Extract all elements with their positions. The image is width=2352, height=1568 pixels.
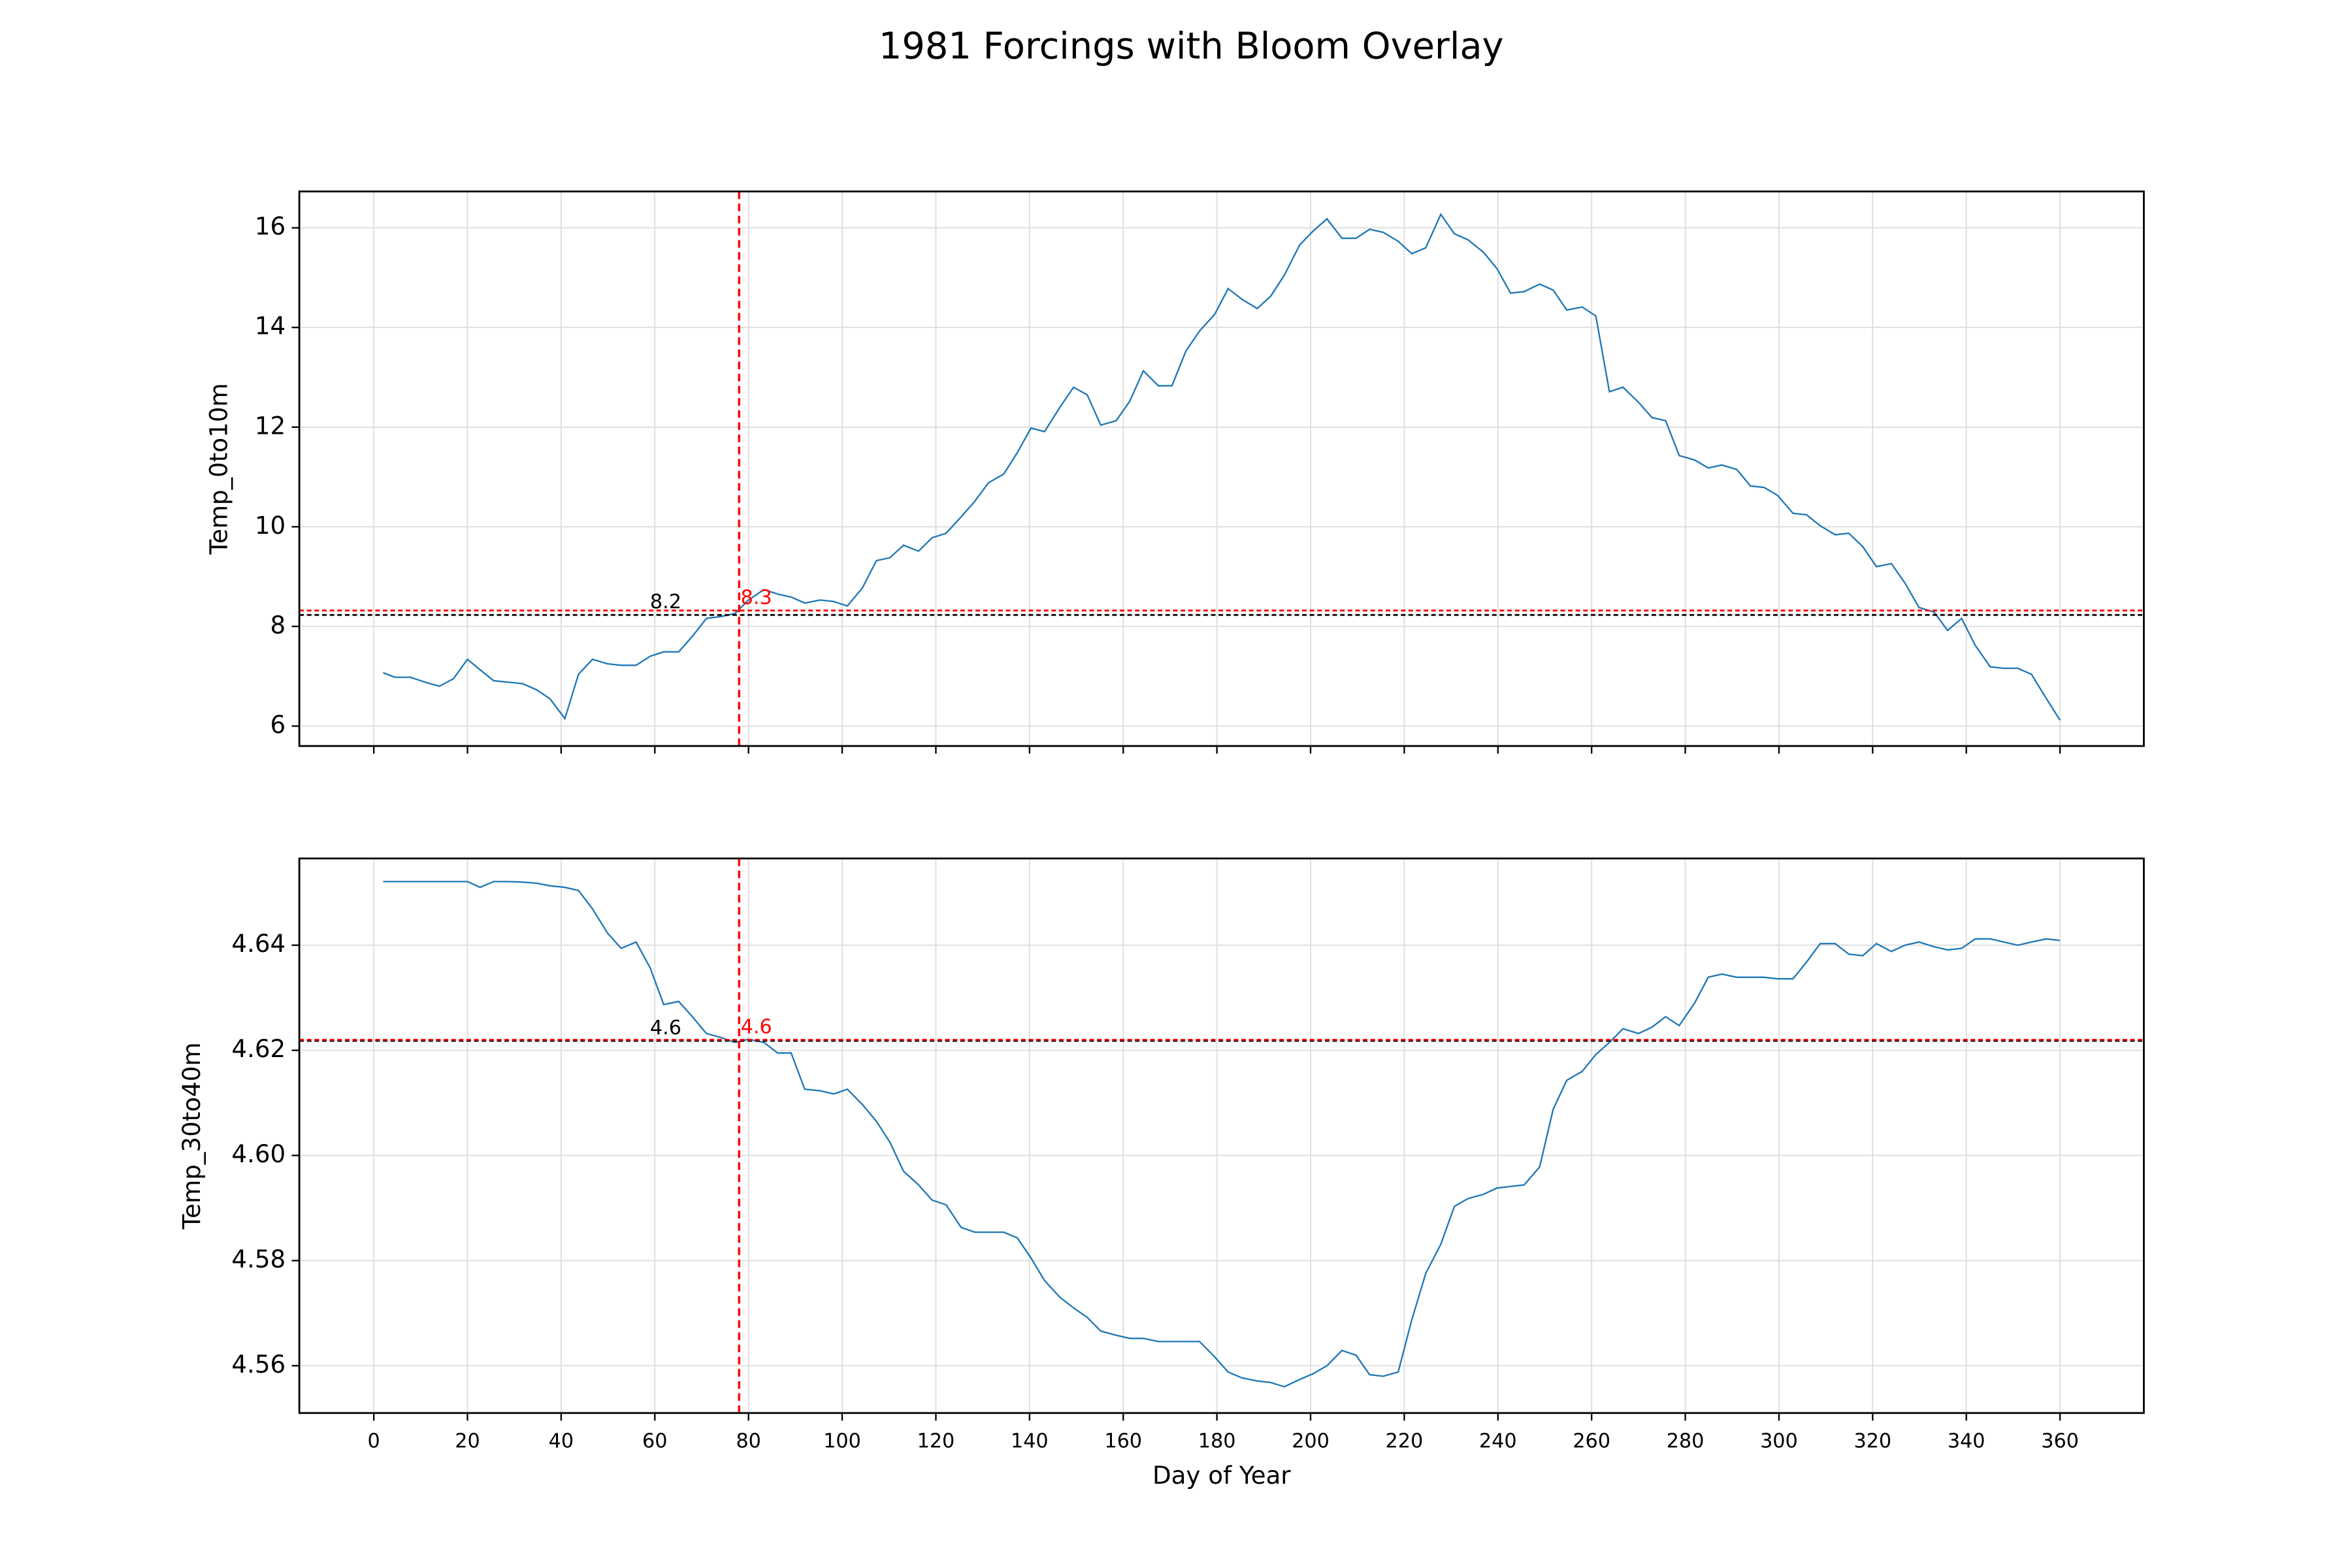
threshold-label: 4.6 [650,1017,681,1039]
y-tick-label: 4.62 [231,1034,286,1063]
data-line [383,881,2061,1388]
y-tick-label: 4.56 [231,1350,286,1379]
x-tick-label: 240 [1479,1429,1517,1452]
x-tick-label: 180 [1198,1429,1236,1452]
x-tick-label: 120 [917,1429,955,1452]
x-tick-label: 160 [1104,1429,1142,1452]
y-tick-label: 4.58 [231,1245,286,1273]
y-tick-label: 14 [255,312,286,340]
y-tick-label: 16 [255,212,286,240]
y-tick-label: 12 [255,411,286,440]
plot-frame [298,857,2145,1414]
x-tick-label: 360 [2041,1429,2079,1452]
threshold-label: 8.3 [741,586,772,609]
figure-title: 1981 Forcings with Bloom Overlay [879,25,1504,68]
y-tick-label: 6 [270,710,286,739]
threshold-label: 4.6 [741,1015,772,1038]
data-line [383,212,2061,721]
y-tick-label: 8 [270,610,286,639]
x-tick-label: 320 [1854,1429,1891,1452]
x-tick-label: 340 [1948,1429,1985,1452]
y-tick-label: 4.64 [231,929,286,958]
x-tick-label: 40 [549,1429,574,1452]
x-tick-label: 140 [1011,1429,1049,1452]
x-tick-label: 220 [1386,1429,1424,1452]
plot-frame [298,190,2145,747]
x-tick-label: 20 [455,1429,480,1452]
x-tick-label: 200 [1292,1429,1330,1452]
y-axis-label: Temp_30to40m [177,1042,206,1230]
x-tick-label: 80 [736,1429,760,1452]
x-tick-label: 100 [823,1429,861,1452]
x-tick-label: 300 [1760,1429,1798,1452]
y-tick-label: 10 [255,511,286,540]
y-axis-label: Temp_0to10m [204,383,233,555]
x-tick-label: 280 [1667,1429,1705,1452]
y-tick-label: 4.60 [231,1139,286,1168]
x-axis-label: Day of Year [1152,1461,1291,1490]
x-tick-label: 60 [642,1429,667,1452]
x-tick-label: 260 [1573,1429,1610,1452]
x-tick-label: 0 [368,1429,380,1452]
threshold-label: 8.2 [650,591,681,613]
